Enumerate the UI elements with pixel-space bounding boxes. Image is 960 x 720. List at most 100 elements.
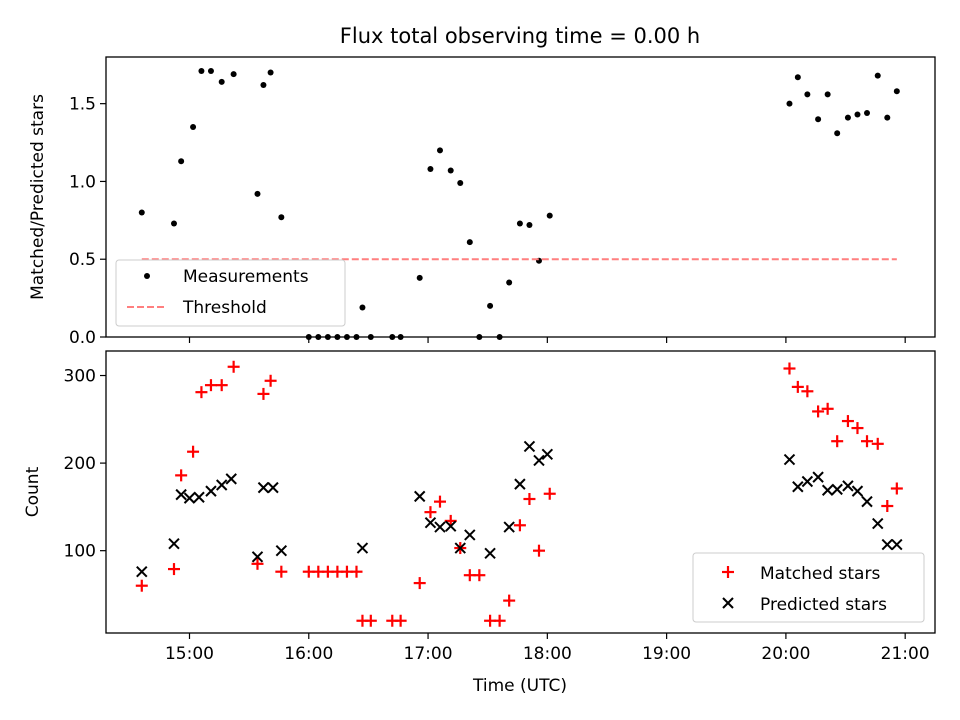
matched-stars-point: [195, 386, 208, 399]
matched-stars-point: [831, 435, 844, 448]
measurements-point: [178, 158, 185, 165]
predicted-stars-point: [168, 537, 180, 550]
matched-stars-point: [167, 563, 180, 576]
measurements-point: [207, 68, 214, 74]
matched-stars-point: [851, 422, 864, 435]
matched-stars-point: [257, 387, 270, 400]
measurements-point: [254, 190, 261, 197]
ratio-panel: Matched/Predicted stars 0.0 0.5 1.0 1.5 Mea…: [28, 56, 936, 348]
top-axes-frame: [105, 56, 936, 338]
legend-matched-marker: [722, 566, 734, 578]
measurements-point: [218, 78, 225, 85]
matched-stars-point: [812, 405, 825, 418]
top-y-tick-label: 1.0: [69, 172, 96, 192]
matched-stars-point: [890, 482, 903, 495]
predicted-stars-point: [434, 521, 446, 533]
matched-stars-point: [543, 487, 556, 500]
measurements-point: [359, 304, 366, 311]
measurements-point: [138, 209, 145, 216]
predicted-stars-point: [842, 480, 854, 492]
predicted-stars-point: [257, 481, 270, 494]
measurements-point: [526, 222, 533, 228]
measurements-point: [546, 212, 553, 219]
measurements-point: [786, 100, 793, 107]
predicted-stars-point: [454, 542, 466, 554]
count-panel: Count 15:00 16:00 17:00 18:00 19:00 20:00 21:0…: [23, 350, 936, 696]
bottom-y-axis-label: Count: [23, 466, 43, 517]
matched-stars-point: [821, 402, 834, 415]
bottom-y-tick-label: 300: [64, 367, 96, 387]
legend-measurements-marker: [144, 273, 150, 279]
predicted-stars-point: [812, 471, 824, 483]
measurements-point: [416, 274, 423, 281]
predicted-stars-point: [541, 448, 554, 461]
predicted-stars-point: [183, 492, 196, 504]
measurements-point: [260, 82, 267, 88]
x-tick-label: 15:00: [165, 644, 214, 664]
predicted-stars-point: [193, 491, 205, 503]
measurements-point: [466, 239, 473, 246]
predicted-stars-point: [801, 475, 814, 488]
matched-stars-point: [513, 519, 526, 532]
predicted-stars-point: [225, 473, 237, 485]
x-tick-label: 21:00: [881, 644, 930, 664]
top-y-tick-label: 0.5: [69, 250, 96, 270]
matched-stars-point: [350, 565, 363, 578]
top-legend: Measurements Threshold: [115, 259, 346, 327]
matched-stars-point: [783, 362, 796, 375]
measurements-point: [854, 111, 861, 118]
matched-stars-point: [175, 469, 188, 482]
bottom-legend: Matched stars Predicted stars: [692, 552, 925, 623]
measurements-point: [198, 68, 205, 74]
predicted-stars-point: [881, 538, 893, 551]
measurements-point: [794, 74, 801, 81]
measurements-point: [427, 166, 434, 172]
predicted-stars-point: [414, 490, 426, 503]
measurements-point: [457, 180, 464, 186]
measurements-point: [874, 72, 881, 79]
predicted-stars-point: [424, 516, 437, 529]
predicted-stars-point: [445, 520, 457, 532]
matched-stars-point: [204, 379, 217, 392]
measurements-point: [824, 91, 831, 98]
predicted-stars-point: [205, 485, 217, 497]
predicted-stars-point: [503, 521, 515, 533]
legend-matched-label: Matched stars: [760, 564, 880, 584]
matched-stars-point: [881, 500, 894, 513]
matched-stars-point: [413, 577, 426, 590]
matched-stars-point: [187, 445, 200, 458]
matched-stars-point: [394, 614, 407, 627]
x-tick-label: 19:00: [642, 644, 691, 664]
predicted-stars-point: [356, 542, 369, 554]
bottom-y-tick-label: 100: [64, 542, 96, 562]
matched-stars-point: [135, 579, 148, 592]
measurements-point: [447, 167, 454, 174]
measurements-point: [804, 91, 811, 98]
predicted-stars-point: [831, 483, 843, 496]
predicted-stars-point: [215, 479, 228, 491]
x-tick-label: 20:00: [761, 644, 810, 664]
matched-stars-point: [275, 565, 288, 578]
predicted-stars-point: [523, 440, 536, 453]
matched-stars-point: [364, 614, 377, 627]
x-tick-label: 16:00: [284, 644, 333, 664]
predicted-stars-point: [891, 538, 903, 551]
measurements-point: [170, 220, 177, 227]
matched-stars-point: [503, 594, 516, 607]
matched-stars-point: [871, 437, 884, 450]
bottom-y-tick-label: 200: [64, 454, 96, 474]
matched-stars-point: [433, 495, 446, 508]
measurements-point: [884, 114, 891, 121]
measurements-point: [516, 220, 523, 227]
matched-stars-point: [264, 374, 277, 387]
matched-stars-point: [424, 506, 437, 519]
predicted-stars-point: [464, 529, 476, 541]
predicted-stars-point: [136, 565, 148, 578]
top-y-tick-label: 1.5: [69, 95, 96, 115]
matched-stars-point: [523, 493, 536, 506]
predicted-stars-point: [267, 481, 279, 494]
predicted-stars-point: [251, 551, 264, 563]
measurements-point: [487, 302, 494, 309]
legend-predicted-label: Predicted stars: [760, 595, 887, 615]
x-axis-label: Time (UTC): [472, 676, 567, 696]
